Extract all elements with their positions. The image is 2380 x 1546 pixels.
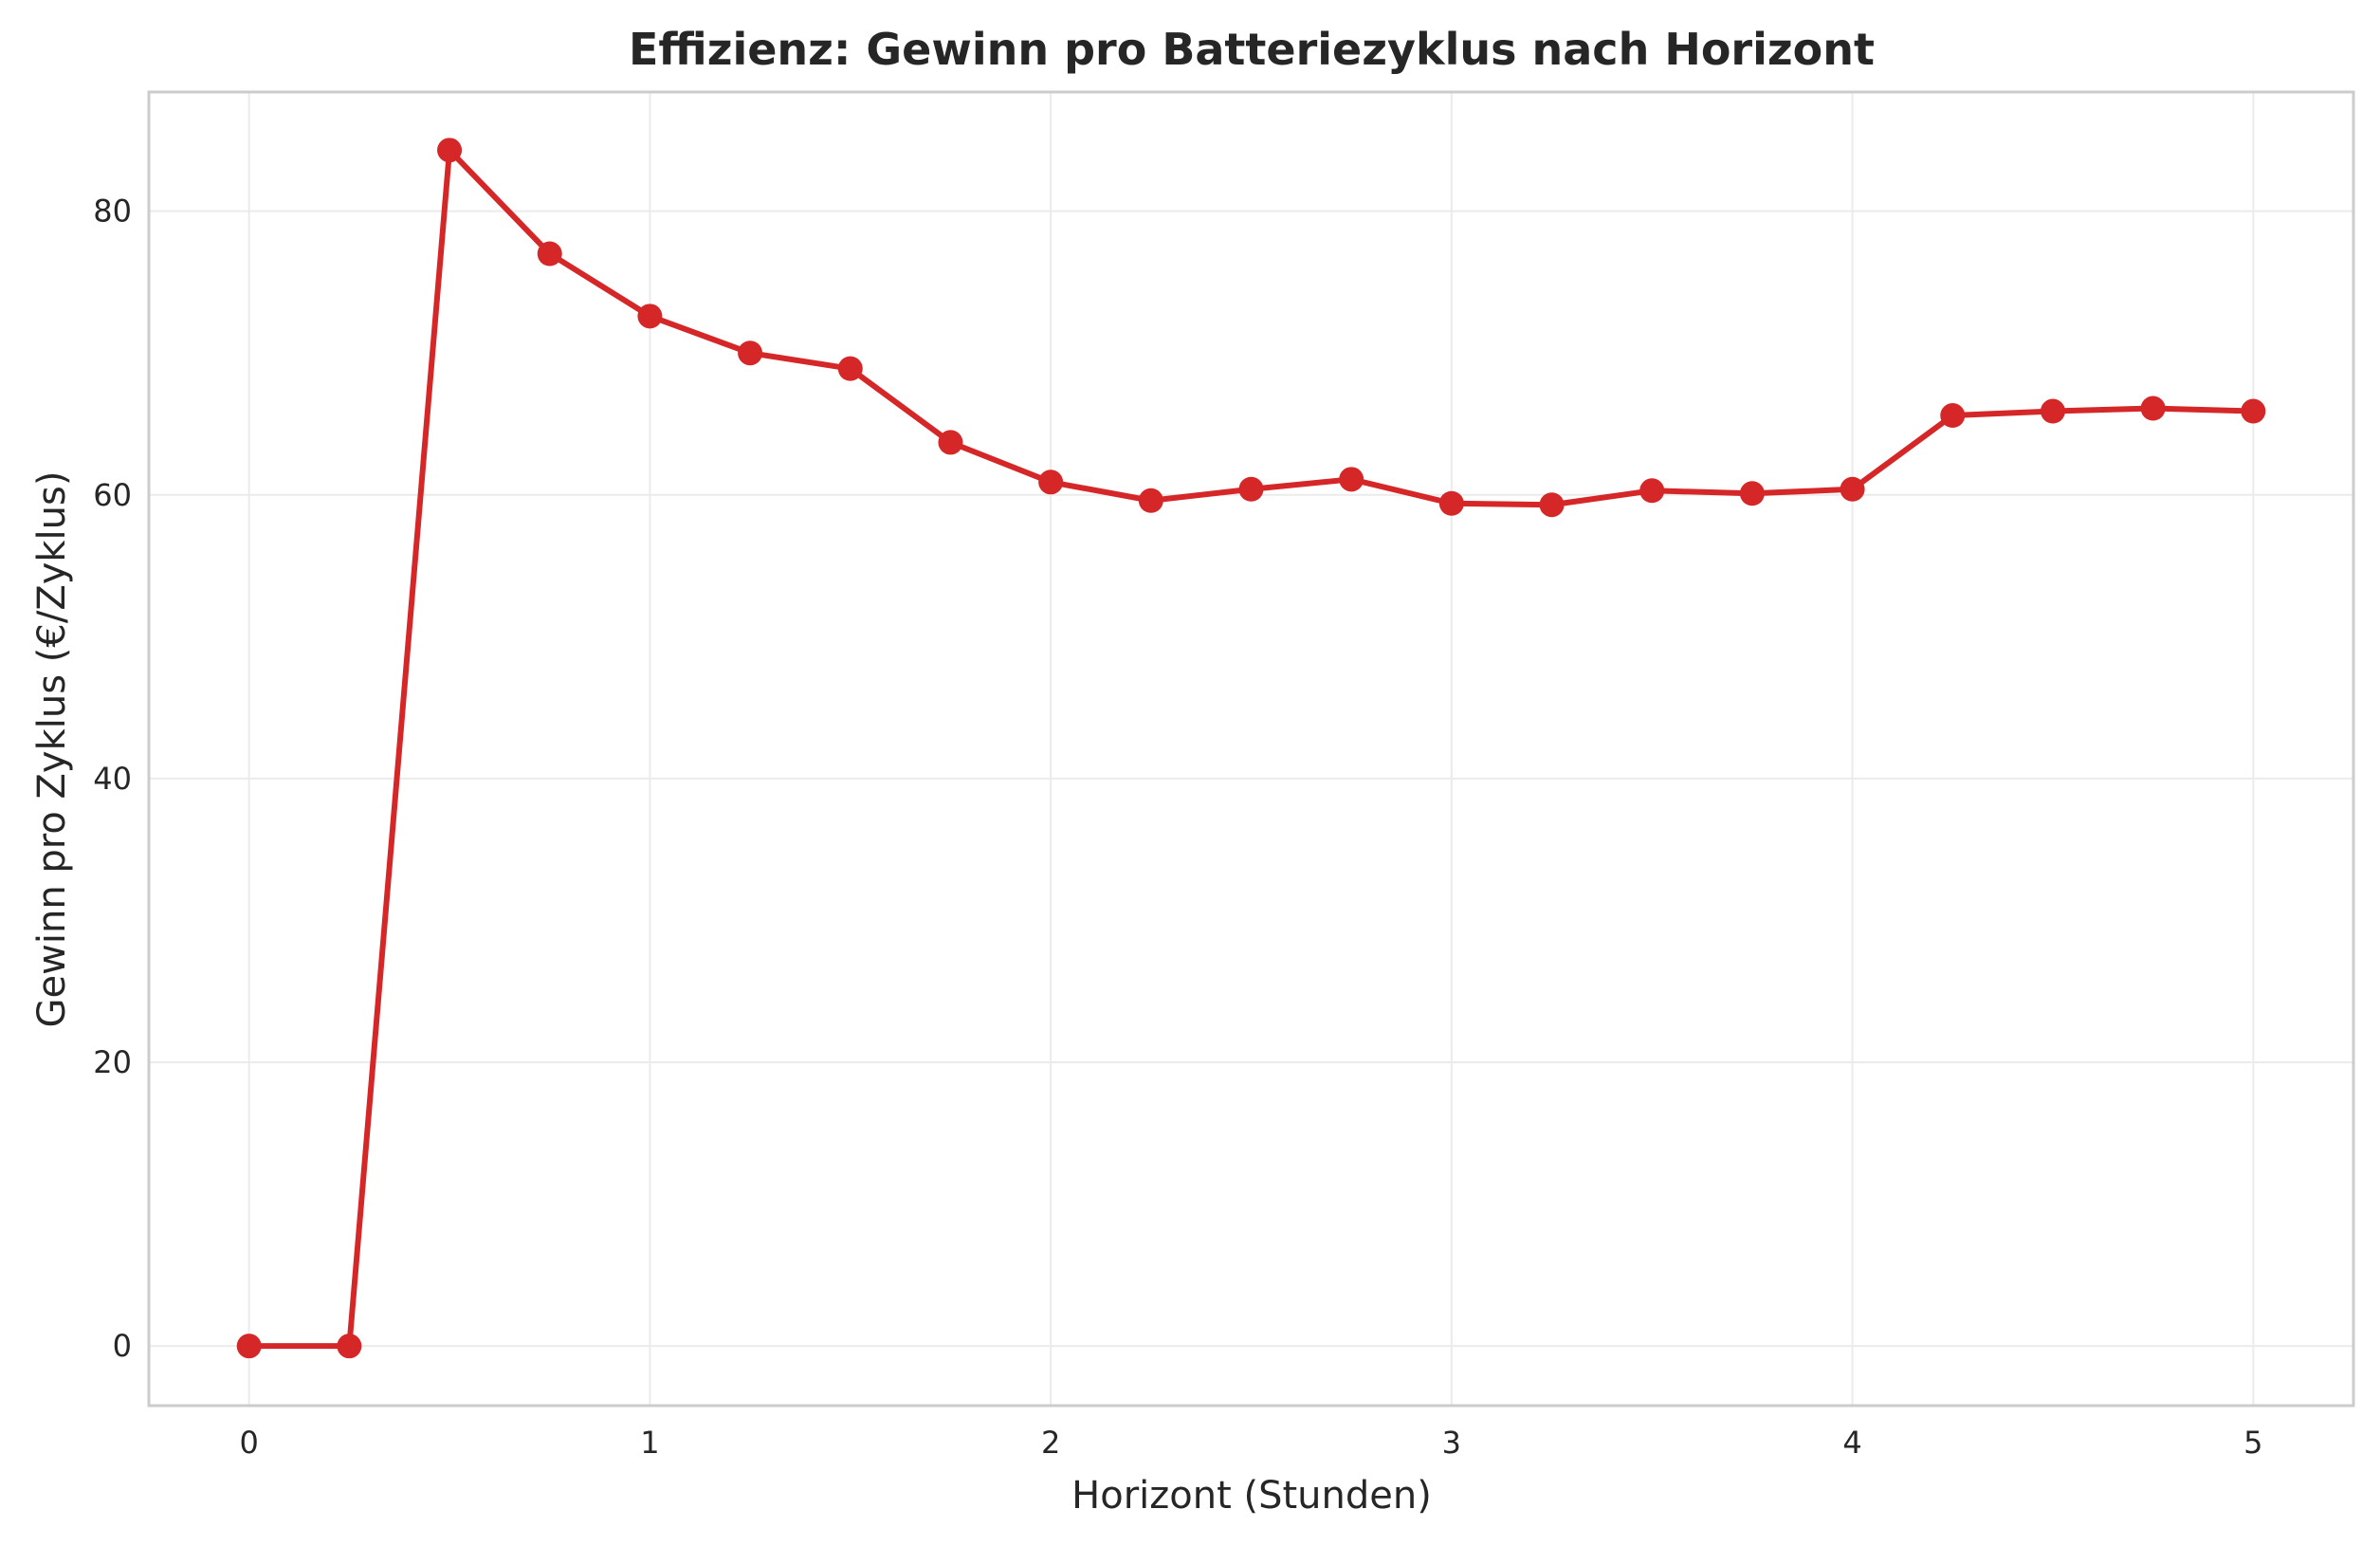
data-point <box>1438 490 1464 516</box>
data-point <box>1138 488 1163 513</box>
x-tick-label: 0 <box>240 1425 259 1461</box>
y-axis-label: Gewinn pro Zyklus (€/Zyklus) <box>30 471 74 1028</box>
series-group <box>236 138 2266 1359</box>
x-tick-labels: 0 1 2 3 4 5 <box>240 1425 2263 1461</box>
data-point <box>2241 398 2266 424</box>
x-tick-label: 1 <box>640 1425 659 1461</box>
x-axis-label: Horizont (Stunden) <box>1071 1474 1432 1518</box>
data-point <box>2140 396 2166 421</box>
y-tick-label: 20 <box>93 1044 132 1080</box>
y-tick-label: 60 <box>93 477 132 513</box>
data-point <box>1840 476 1865 502</box>
chart-title: Effizienz: Gewinn pro Batteriezyklus nac… <box>629 24 1875 75</box>
grid <box>149 92 2353 1406</box>
data-point <box>837 356 863 381</box>
x-tick-label: 3 <box>1442 1425 1461 1461</box>
data-point <box>1238 476 1264 502</box>
data-point <box>1339 467 1364 492</box>
data-point <box>1639 478 1665 504</box>
data-point <box>1539 492 1565 518</box>
data-point <box>437 138 463 163</box>
x-tick-label: 5 <box>2243 1425 2262 1461</box>
y-tick-labels: 0 20 40 60 80 <box>93 193 132 1365</box>
data-point <box>337 1334 362 1359</box>
x-tick-label: 2 <box>1041 1425 1060 1461</box>
data-point <box>537 241 562 267</box>
y-tick-label: 40 <box>93 761 132 797</box>
data-point <box>2040 398 2065 424</box>
data-point <box>1739 481 1765 506</box>
x-tick-label: 4 <box>1842 1425 1861 1461</box>
data-point <box>1038 469 1064 495</box>
data-point <box>738 340 763 366</box>
y-tick-label: 0 <box>113 1328 132 1364</box>
data-point <box>637 304 663 329</box>
plot-frame <box>147 90 2355 1408</box>
y-tick-label: 80 <box>93 193 132 230</box>
data-point <box>1940 403 1966 429</box>
data-point <box>938 430 963 455</box>
data-point <box>236 1334 262 1359</box>
